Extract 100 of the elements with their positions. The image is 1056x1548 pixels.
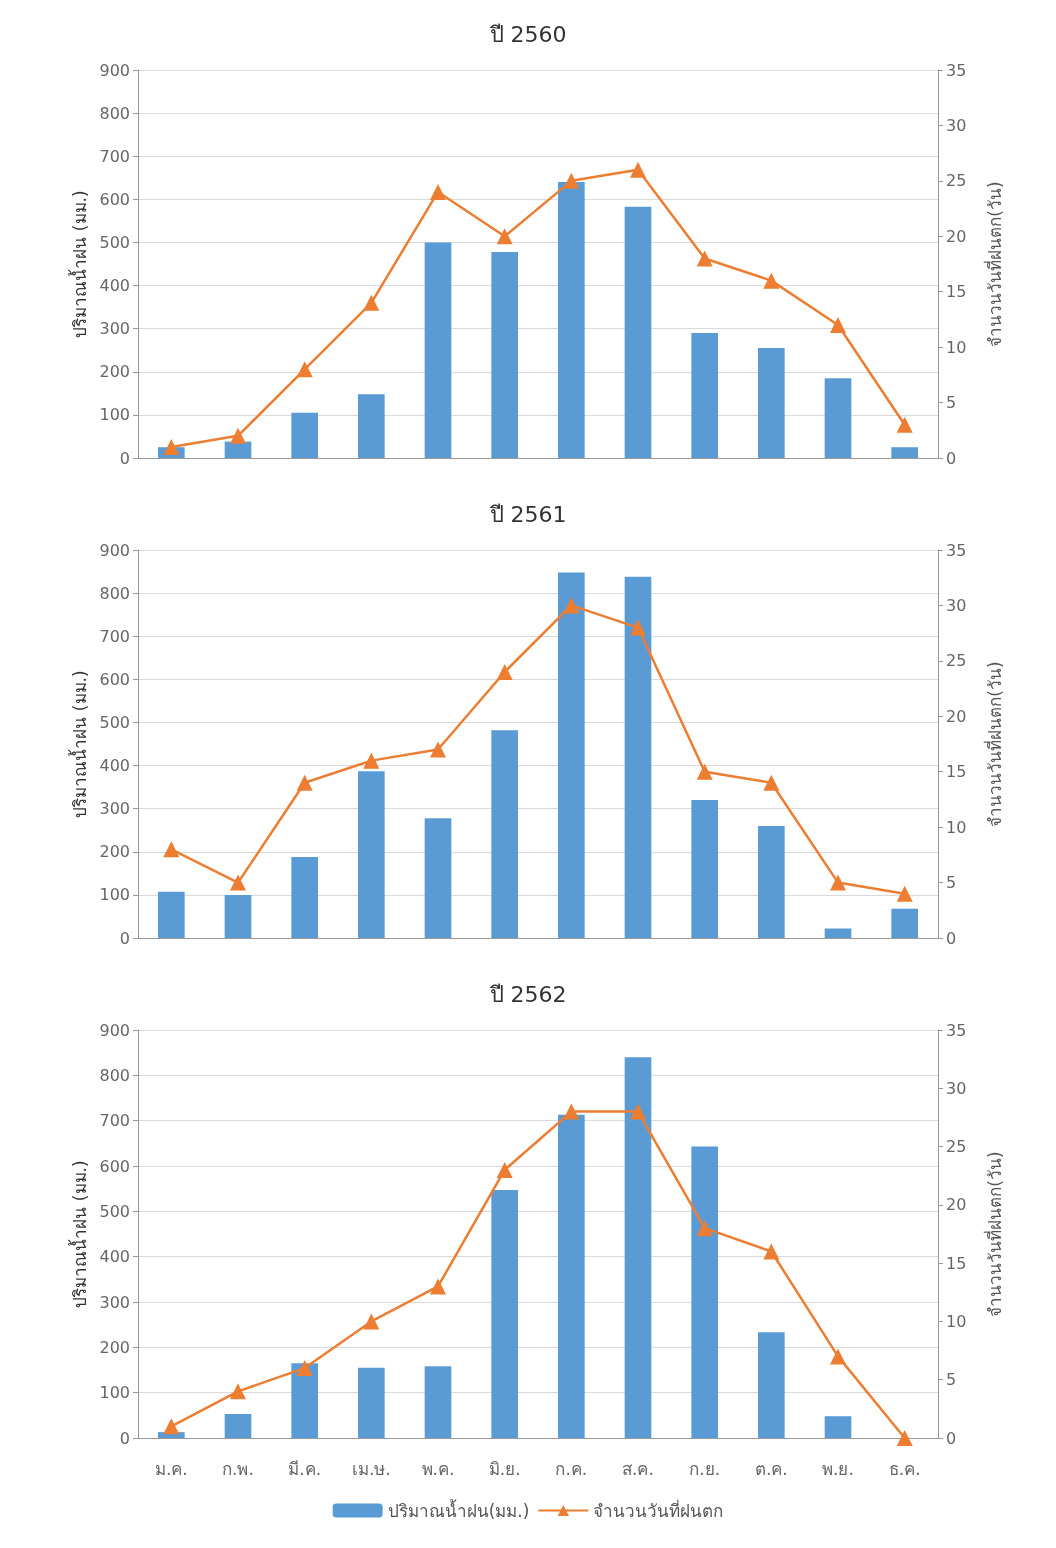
y2-tick-label: 10 [946,337,967,357]
y-tick-label: 300 [99,1292,130,1312]
y2-tick-label: 25 [946,1137,967,1157]
point [696,763,713,780]
x-tick-label: ก.พ. [222,1458,254,1479]
x-tick-label: มิ.ย. [488,1458,521,1479]
y-tick-label: 500 [99,232,130,252]
y2-tick-label: 15 [946,762,967,782]
bar [358,1367,385,1438]
bar [624,206,652,458]
point [696,250,713,267]
bar [758,348,785,458]
y2-tick-label: 30 [946,1078,967,1098]
point [763,774,780,791]
point [563,597,580,614]
chart-title: ปี 2560 [488,21,567,47]
bar [358,394,385,458]
y2-tick-label: 20 [946,226,967,246]
y2-tick-label: 5 [946,1370,957,1390]
y-tick-label: 0 [119,1428,130,1448]
y2-tick-label: 10 [946,1311,967,1331]
bar [558,182,585,458]
x-tick-label: มี.ค. [288,1458,322,1479]
bar [291,1363,318,1438]
y2-axis-title: จำนวนวันที่ฝนตก(วัน) [982,1151,1005,1317]
bar [758,825,785,938]
bar [291,856,318,938]
y2-tick-label: 5 [946,393,957,413]
point [363,1313,380,1330]
y-tick-label: 900 [99,1020,130,1040]
bar [558,1114,585,1438]
x-tick-label: ก.ค. [555,1458,588,1479]
y2-tick-label: 25 [946,651,967,671]
y-tick-label: 500 [99,1201,130,1221]
y2-tick-label: 0 [946,1428,957,1448]
y2-axis-title: จำนวนวันที่ฝนตก(วัน) [982,661,1005,827]
point [230,874,246,891]
point [763,1243,780,1260]
bar [624,576,652,938]
point [896,416,913,433]
bar [691,332,718,458]
point [230,427,246,444]
y2-tick-label: 5 [946,873,957,893]
bar [424,1366,452,1438]
point [696,1220,713,1237]
y-tick-label: 600 [99,669,130,689]
y-tick-label: 200 [99,362,130,382]
y2-tick-label: 35 [946,540,967,560]
y-tick-label: 100 [99,1383,130,1403]
y2-tick-label: 35 [946,1020,967,1040]
y2-tick-label: 20 [946,706,967,726]
point [230,1383,246,1400]
x-tick-label: พ.ค. [421,1458,455,1479]
bar [491,251,518,458]
point [296,1360,313,1377]
point [296,774,313,791]
point [296,361,313,378]
point [896,1430,913,1446]
point [763,272,780,289]
point [630,619,646,636]
y-tick-label: 800 [99,583,130,603]
y-tick-label: 400 [99,1247,130,1267]
point [496,1161,513,1178]
bar [824,378,852,458]
point [430,741,446,758]
bar [291,412,318,458]
bar [224,1413,252,1438]
bar [491,730,518,938]
point [163,1418,180,1435]
y-tick-label: 800 [99,103,130,123]
y2-tick-label: 0 [946,928,957,948]
bar [824,928,852,938]
bar [424,242,452,458]
y-tick-label: 400 [99,756,130,776]
y-tick-label: 100 [99,885,130,905]
chart-title: ปี 2562 [488,981,567,1007]
bar [691,1146,718,1438]
point [163,841,180,858]
bar [691,800,718,938]
bar [424,818,452,938]
point [363,294,380,311]
legend-label: จำนวนวันที่ฝนตก [593,1498,724,1521]
y-tick-label: 100 [99,405,130,425]
point [630,1103,646,1120]
point [630,161,646,178]
bar [891,447,918,458]
y-tick-label: 900 [99,540,130,560]
chart-title: ปี 2561 [488,501,567,527]
point [430,1278,446,1295]
point [896,885,913,902]
bar [358,771,385,938]
y2-axis-title: จำนวนวันที่ฝนตก(วัน) [982,181,1005,347]
y-tick-label: 700 [99,1111,130,1131]
y-tick-label: 600 [99,1156,130,1176]
y2-tick-label: 30 [946,115,967,135]
x-tick-label: ส.ค. [622,1458,654,1479]
x-tick-label: ม.ค. [154,1458,188,1479]
y-tick-label: 700 [99,146,130,166]
point [163,438,180,455]
x-tick-label: ธ.ค. [888,1458,921,1479]
